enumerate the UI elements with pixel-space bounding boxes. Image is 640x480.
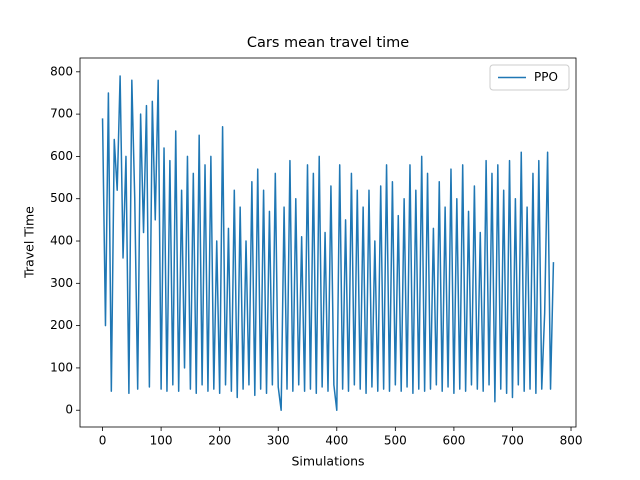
x-tick-label: 100 [150,434,173,448]
x-tick-label: 500 [384,434,407,448]
y-tick-label: 0 [65,403,73,417]
x-tick-label: 700 [501,434,524,448]
y-tick-label: 600 [50,149,73,163]
y-tick-label: 500 [50,191,73,205]
legend-box [489,64,570,91]
x-tick-label: 600 [442,434,465,448]
y-tick-label: 200 [50,318,73,332]
x-axis-label: Simulations [291,454,364,469]
x-tick-label: 200 [208,434,231,448]
y-tick-label: 400 [50,234,73,248]
y-axis-label: Travel Time [22,206,37,279]
x-tick-label: 800 [560,434,583,448]
legend-label: PPO [534,70,558,84]
y-tick-label: 100 [50,360,73,374]
y-tick-label: 700 [50,107,73,121]
line [101,75,555,411]
chart-title: Cars mean travel time [247,35,409,51]
y-tick-label: 800 [50,64,73,78]
y-tick-label: 300 [50,276,73,290]
x-tick-label: 300 [267,434,290,448]
x-tick-label: 0 [99,434,107,448]
plot-frame [79,57,577,428]
x-tick-label: 400 [325,434,348,448]
